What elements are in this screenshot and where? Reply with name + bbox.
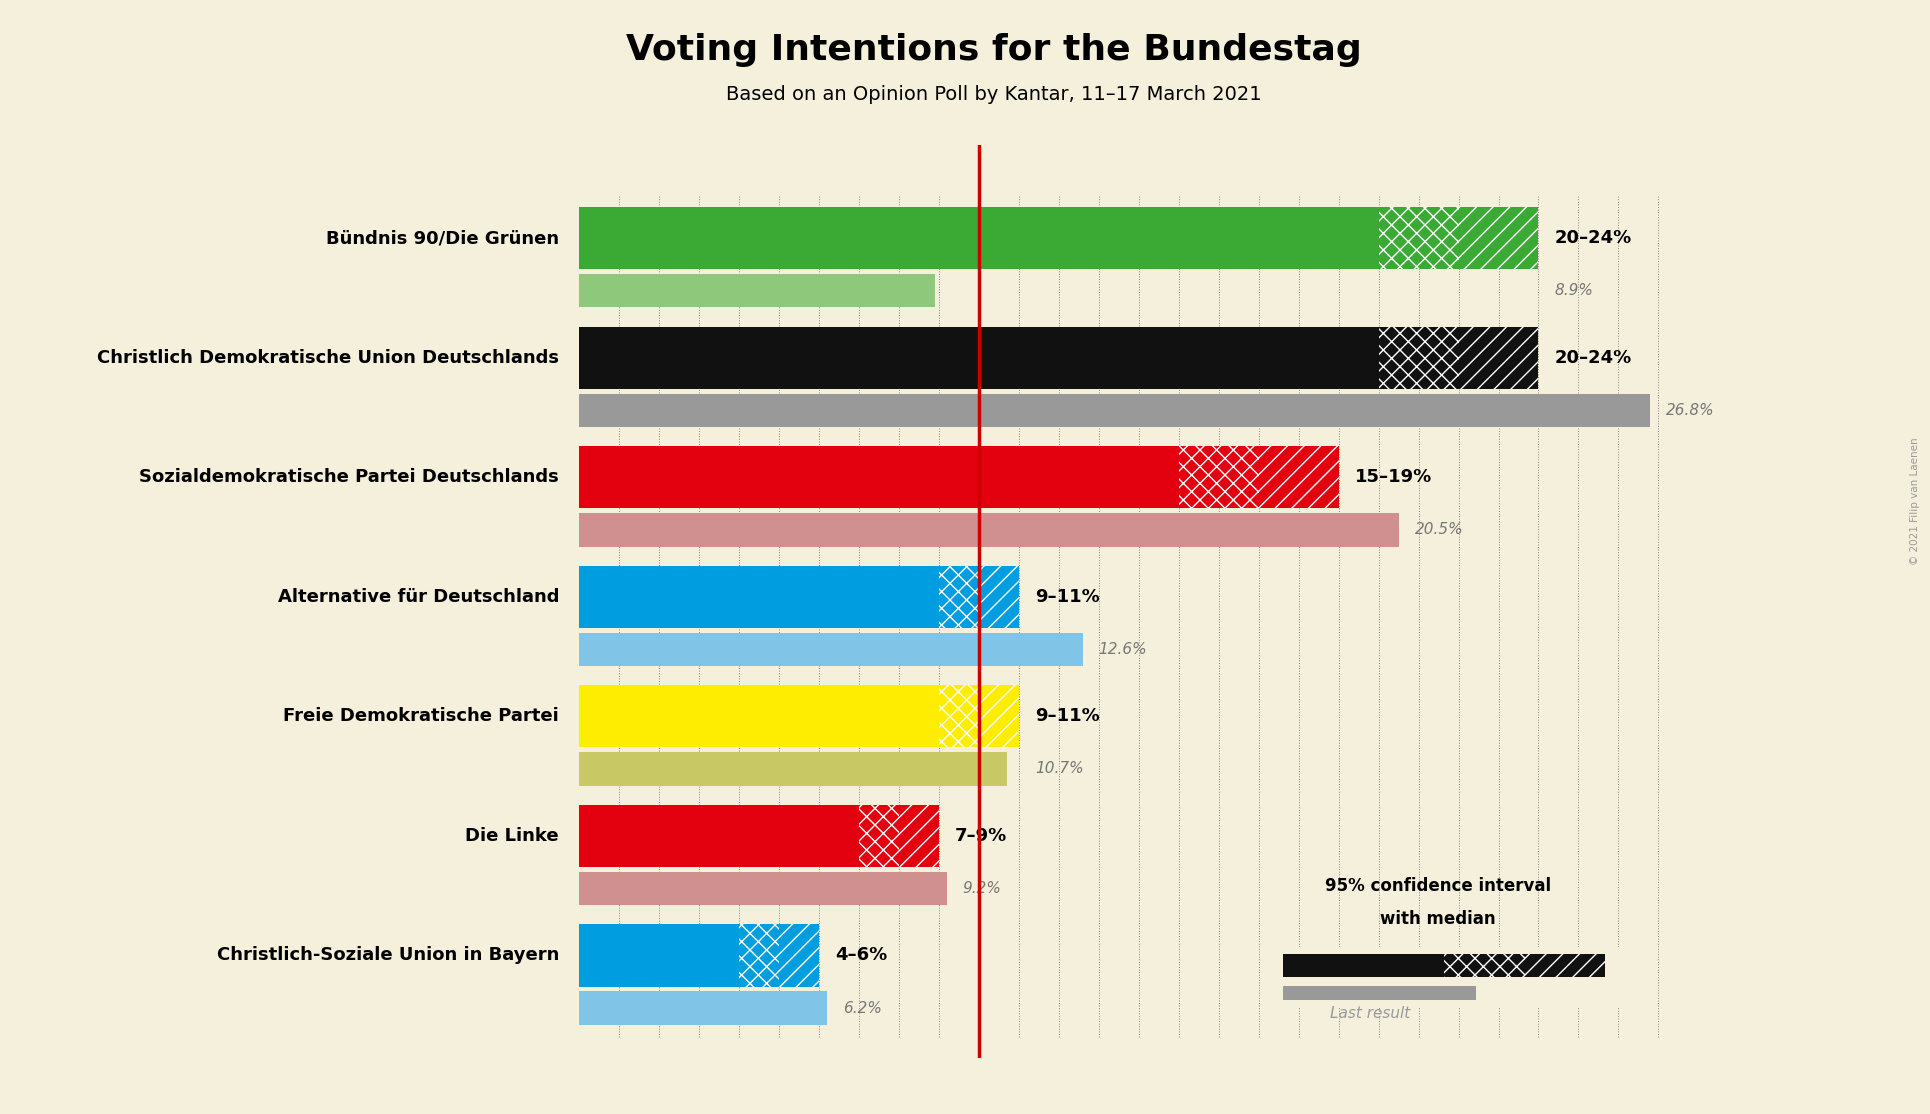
Bar [579,446,1179,508]
Bar [938,566,979,628]
Bar [979,685,1019,747]
Text: 15–19%: 15–19% [1355,468,1432,486]
Bar [1179,446,1258,508]
Bar [579,685,938,747]
Text: 20–24%: 20–24% [1554,349,1631,367]
Bar [1283,986,1476,999]
Bar [739,925,780,987]
Bar [579,393,1650,427]
Text: Bündnis 90/Die Grünen: Bündnis 90/Die Grünen [326,229,560,247]
Text: 4–6%: 4–6% [836,947,888,965]
Text: 9–11%: 9–11% [1034,588,1100,606]
Bar [859,804,899,867]
Bar [1459,326,1538,389]
Bar [579,274,934,307]
Bar [1378,326,1459,389]
Bar [1378,207,1459,270]
Bar [579,872,948,906]
Text: Alternative für Deutschland: Alternative für Deutschland [278,588,560,606]
Text: Freie Demokratische Partei: Freie Demokratische Partei [284,707,560,725]
Text: 8.9%: 8.9% [1554,283,1594,299]
Bar [1444,954,1525,977]
Bar [579,514,1399,547]
Bar [579,804,859,867]
Bar [1459,207,1538,270]
Text: 12.6%: 12.6% [1098,642,1146,657]
Bar [579,925,739,987]
Text: 95% confidence interval: 95% confidence interval [1324,877,1552,895]
Text: 20–24%: 20–24% [1554,229,1631,247]
Text: 20.5%: 20.5% [1415,522,1463,537]
Text: Voting Intentions for the Bundestag: Voting Intentions for the Bundestag [625,33,1363,67]
Text: 9–11%: 9–11% [1034,707,1100,725]
Bar [579,633,1083,666]
Text: 26.8%: 26.8% [1666,403,1716,418]
Bar [579,752,1007,785]
Text: 7–9%: 7–9% [955,827,1007,844]
Text: Die Linke: Die Linke [465,827,560,844]
Bar [579,566,938,628]
Bar [938,685,979,747]
Bar [579,991,826,1025]
Bar [1258,446,1339,508]
Text: © 2021 Filip van Laenen: © 2021 Filip van Laenen [1909,438,1920,565]
Text: 6.2%: 6.2% [843,1000,882,1016]
Bar [1283,954,1444,977]
Text: Based on an Opinion Poll by Kantar, 11–17 March 2021: Based on an Opinion Poll by Kantar, 11–1… [726,85,1262,105]
Text: with median: with median [1380,910,1496,928]
Bar [899,804,938,867]
Bar [780,925,818,987]
Text: 10.7%: 10.7% [1034,762,1083,776]
Text: Sozialdemokratische Partei Deutschlands: Sozialdemokratische Partei Deutschlands [139,468,560,486]
Text: Christlich-Soziale Union in Bayern: Christlich-Soziale Union in Bayern [216,947,560,965]
Bar [579,326,1378,389]
Text: Christlich Demokratische Union Deutschlands: Christlich Demokratische Union Deutschla… [96,349,560,367]
Bar [579,207,1378,270]
Bar [1525,954,1606,977]
Bar [979,566,1019,628]
Text: Last result: Last result [1330,1006,1411,1022]
Text: 9.2%: 9.2% [963,881,1002,896]
